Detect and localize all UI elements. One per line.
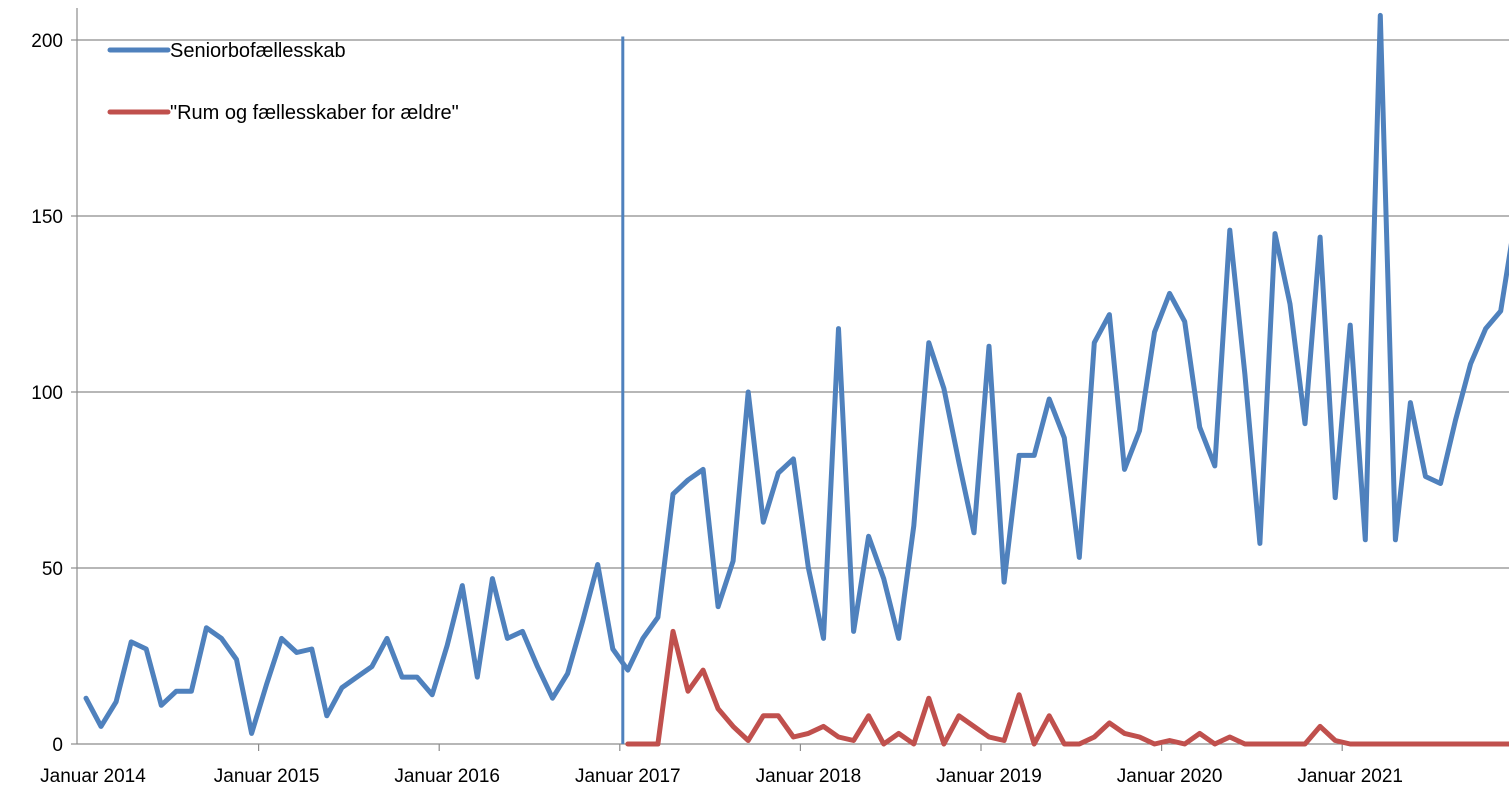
legend-label-1: "Rum og fællesskaber for ældre" — [170, 102, 459, 124]
x-tick-label: Januar 2020 — [1117, 766, 1223, 787]
y-tick-labels: 0 50 100 150 200 — [31, 31, 63, 756]
x-tick-label: Januar 2019 — [936, 766, 1042, 787]
x-tick-label: Januar 2018 — [756, 766, 862, 787]
x-tick-labels: Januar 2014 Januar 2015 Januar 2016 Januar … — [40, 766, 1403, 787]
x-tick-label: Januar 2016 — [394, 766, 500, 787]
gridlines — [77, 39, 1509, 569]
x-tick-label: Januar 2017 — [575, 766, 681, 787]
legend-label-0: Seniorbofællesskab — [170, 40, 346, 62]
legend: Seniorbofællesskab "Rum og fællesskaber f… — [107, 40, 459, 124]
series-line-0 — [83, 12, 1509, 736]
x-tick-label: Januar 2021 — [1297, 766, 1403, 787]
y-tick-label: 0 — [52, 735, 63, 756]
series-lines — [83, 12, 1509, 747]
y-tick-label: 50 — [42, 559, 63, 580]
y-tick-label: 150 — [31, 207, 63, 228]
x-tick-label: Januar 2014 — [40, 766, 146, 787]
series-line-1 — [625, 628, 1509, 747]
x-tick-label: Januar 2015 — [214, 766, 320, 787]
y-tick-label: 100 — [31, 383, 63, 404]
y-tick-label: 200 — [31, 31, 63, 52]
